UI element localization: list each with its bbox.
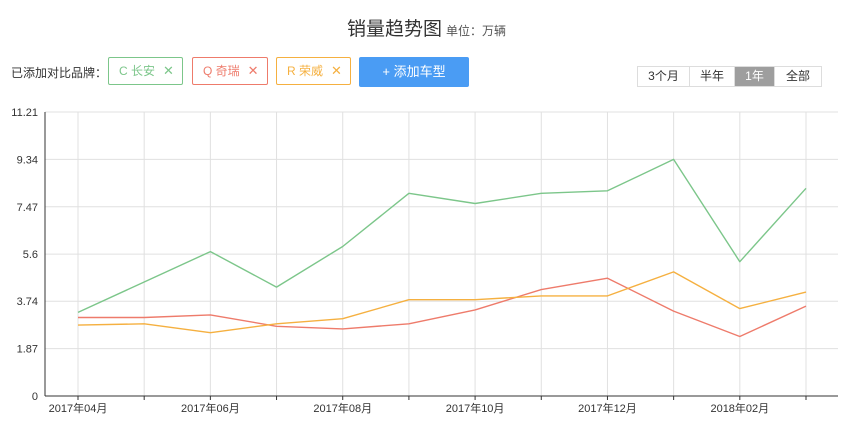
- x-tick-label: 2017年04月: [49, 401, 108, 415]
- add-model-button[interactable]: + 添加车型: [359, 57, 469, 87]
- brand-tag-chery[interactable]: Q 奇瑞 ✕: [192, 57, 268, 85]
- time-range-selector: 3个月 半年 1年 全部: [637, 66, 822, 87]
- sales-trend-chart: 11.21 9.34 7.47 5.6 3.74 1.87 0 2017年04月 2017年06…: [11, 107, 838, 415]
- x-tick-label: 2017年08月: [313, 401, 372, 415]
- y-tick-label: 11.21: [11, 107, 38, 119]
- y-tick-label: 9.34: [17, 154, 38, 166]
- series-line-奇瑞: [78, 277, 807, 338]
- remove-icon[interactable]: ✕: [331, 63, 342, 78]
- remove-icon[interactable]: ✕: [247, 63, 259, 78]
- x-tick-label: 2018年02月: [710, 401, 769, 415]
- remove-icon[interactable]: ✕: [163, 63, 174, 78]
- compare-brands-label: 已添加对比品牌：: [11, 66, 108, 80]
- brand-tag-label: C 长安: [119, 64, 156, 78]
- range-half-year-button[interactable]: 半年: [690, 67, 735, 86]
- x-tick-label: 2017年12月: [578, 401, 637, 415]
- brand-tag-label: R 荣威: [287, 64, 324, 78]
- brand-tag-changan[interactable]: C 长安 ✕: [108, 57, 183, 85]
- x-tick-label: 2017年10月: [446, 401, 505, 415]
- range-all-button[interactable]: 全部: [775, 67, 821, 86]
- y-tick-label: 3.74: [17, 296, 38, 308]
- y-tick-label: 5.6: [23, 249, 38, 261]
- brand-tag-label: Q 奇瑞: [203, 64, 240, 78]
- chart-title-area: 销量趋势图 单位：万辆: [0, 14, 853, 41]
- y-tick-label: 7.47: [17, 202, 38, 214]
- brand-tag-roewe[interactable]: R 荣威 ✕: [276, 57, 351, 85]
- page-title: 销量趋势图: [346, 19, 442, 40]
- range-1-year-button[interactable]: 1年: [735, 67, 775, 86]
- series-line-长安: [77, 158, 807, 314]
- x-tick-label: 2017年06月: [181, 401, 240, 415]
- y-tick-label: 0: [32, 391, 38, 403]
- unit-subtitle: 单位：万辆: [446, 24, 507, 38]
- series-line-荣威: [77, 271, 807, 334]
- range-3-months-button[interactable]: 3个月: [638, 67, 690, 86]
- y-tick-label: 1.87: [17, 344, 38, 356]
